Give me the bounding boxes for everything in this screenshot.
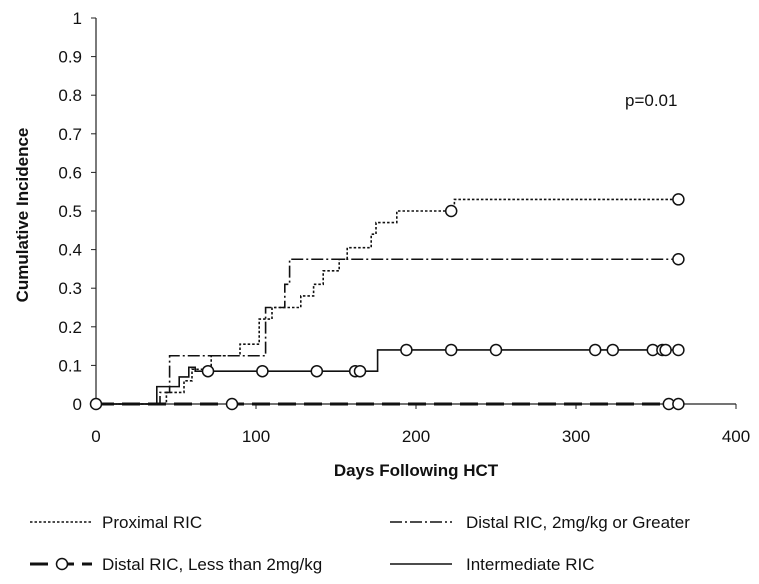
y-tick-label: 1 — [73, 9, 82, 28]
censor-marker — [606, 343, 620, 357]
x-tick-label: 400 — [722, 427, 750, 446]
legend-marker — [55, 557, 69, 571]
legend-item-1: Proximal RIC — [30, 513, 202, 532]
censor-marker — [672, 253, 685, 266]
legend-item-4: Intermediate RIC — [390, 555, 595, 574]
y-tick-label: 0.1 — [58, 356, 82, 375]
x-tick-label: 0 — [91, 427, 100, 446]
y-tick-label: 0.6 — [58, 163, 82, 182]
censor-marker — [400, 343, 413, 357]
censor-marker — [444, 204, 458, 218]
x-tick-label: 200 — [402, 427, 430, 446]
y-tick-label: 0.7 — [58, 125, 82, 144]
y-tick-label: 0.3 — [58, 279, 82, 298]
x-axis-title: Days Following HCT — [334, 461, 499, 480]
censor-marker — [672, 397, 685, 411]
series-layer — [96, 198, 679, 406]
legend-item-3: Distal RIC, Less than 2mg/kg — [30, 555, 322, 574]
censor-marker — [444, 343, 458, 357]
legend-label: Intermediate RIC — [466, 555, 595, 574]
censor-marker — [588, 343, 602, 357]
x-axis: 0 100 200 300 400 — [91, 403, 750, 446]
censor-marker — [310, 364, 324, 378]
y-tick-label: 0.2 — [58, 318, 82, 337]
censor-marker — [672, 193, 685, 206]
y-tick-label: 0.4 — [58, 241, 82, 260]
y-tick-label: 0.5 — [58, 202, 82, 221]
censor-marker — [256, 364, 269, 378]
y-axis-title: Cumulative Incidence — [13, 128, 32, 303]
censor-marker — [201, 364, 215, 378]
p-value-annotation: p=0.01 — [625, 91, 677, 110]
censor-marker — [225, 397, 239, 411]
censor-marker — [659, 343, 672, 357]
series-line-4 — [96, 349, 679, 405]
y-tick-label: 0.8 — [58, 86, 82, 105]
censor-marker — [89, 397, 103, 411]
legend-label: Distal RIC, Less than 2mg/kg — [102, 555, 322, 574]
legend-label: Distal RIC, 2mg/kg or Greater — [466, 513, 690, 532]
legend-item-2: Distal RIC, 2mg/kg or Greater — [390, 513, 690, 532]
x-tick-label: 300 — [562, 427, 590, 446]
censor-marker — [489, 343, 503, 357]
censor-marker — [672, 343, 685, 357]
y-tick-label: 0 — [73, 395, 82, 414]
series-line-1 — [96, 198, 679, 405]
legend-label: Proximal RIC — [102, 513, 202, 532]
series-line-2 — [96, 258, 679, 405]
marker-layer — [89, 193, 685, 411]
y-axis: 0 0.1 0.2 0.3 0.4 0.5 0.6 0.7 0.8 0.9 1 — [58, 9, 97, 414]
censor-marker — [353, 364, 367, 378]
legend: Proximal RIC Distal RIC, 2mg/kg or Greate… — [30, 513, 690, 574]
y-tick-label: 0.9 — [58, 48, 82, 67]
x-tick-label: 100 — [242, 427, 270, 446]
